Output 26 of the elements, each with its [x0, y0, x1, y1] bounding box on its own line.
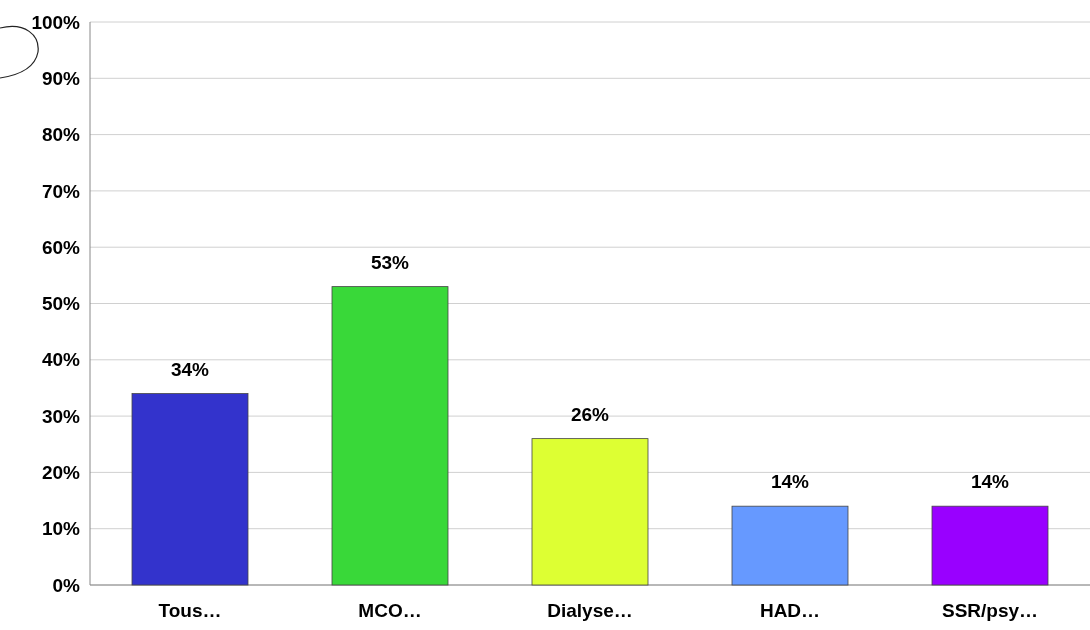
- y-tick-label: 90%: [41, 67, 81, 89]
- data-label: 26%: [570, 403, 610, 425]
- data-label: 14%: [770, 471, 810, 493]
- y-tick-label: 80%: [41, 124, 81, 146]
- bar: [131, 393, 249, 586]
- x-tick-label: MCO…: [358, 600, 422, 621]
- y-tick-label: 40%: [41, 349, 81, 371]
- y-tick-label: 0%: [52, 574, 81, 596]
- data-label: 14%: [970, 471, 1010, 493]
- bar: [531, 438, 649, 586]
- y-tick-label: 10%: [41, 518, 81, 540]
- bar: [931, 505, 1049, 586]
- data-label: 34%: [170, 358, 210, 380]
- y-tick-label: 60%: [41, 236, 81, 258]
- y-tick-label: 30%: [41, 405, 81, 427]
- y-tick-label: 70%: [41, 180, 81, 202]
- data-label: 53%: [370, 251, 410, 273]
- x-tick-label: Dialyse…: [547, 600, 633, 621]
- y-tick-label: 50%: [41, 293, 81, 315]
- x-tick-label: Tous…: [158, 600, 222, 621]
- y-tick-label: 100%: [31, 11, 81, 33]
- bar: [731, 505, 849, 586]
- bar: [331, 286, 449, 586]
- x-tick-label: HAD…: [759, 600, 821, 621]
- x-tick-label: SSR/psy…: [941, 600, 1039, 621]
- y-tick-label: 20%: [41, 462, 81, 484]
